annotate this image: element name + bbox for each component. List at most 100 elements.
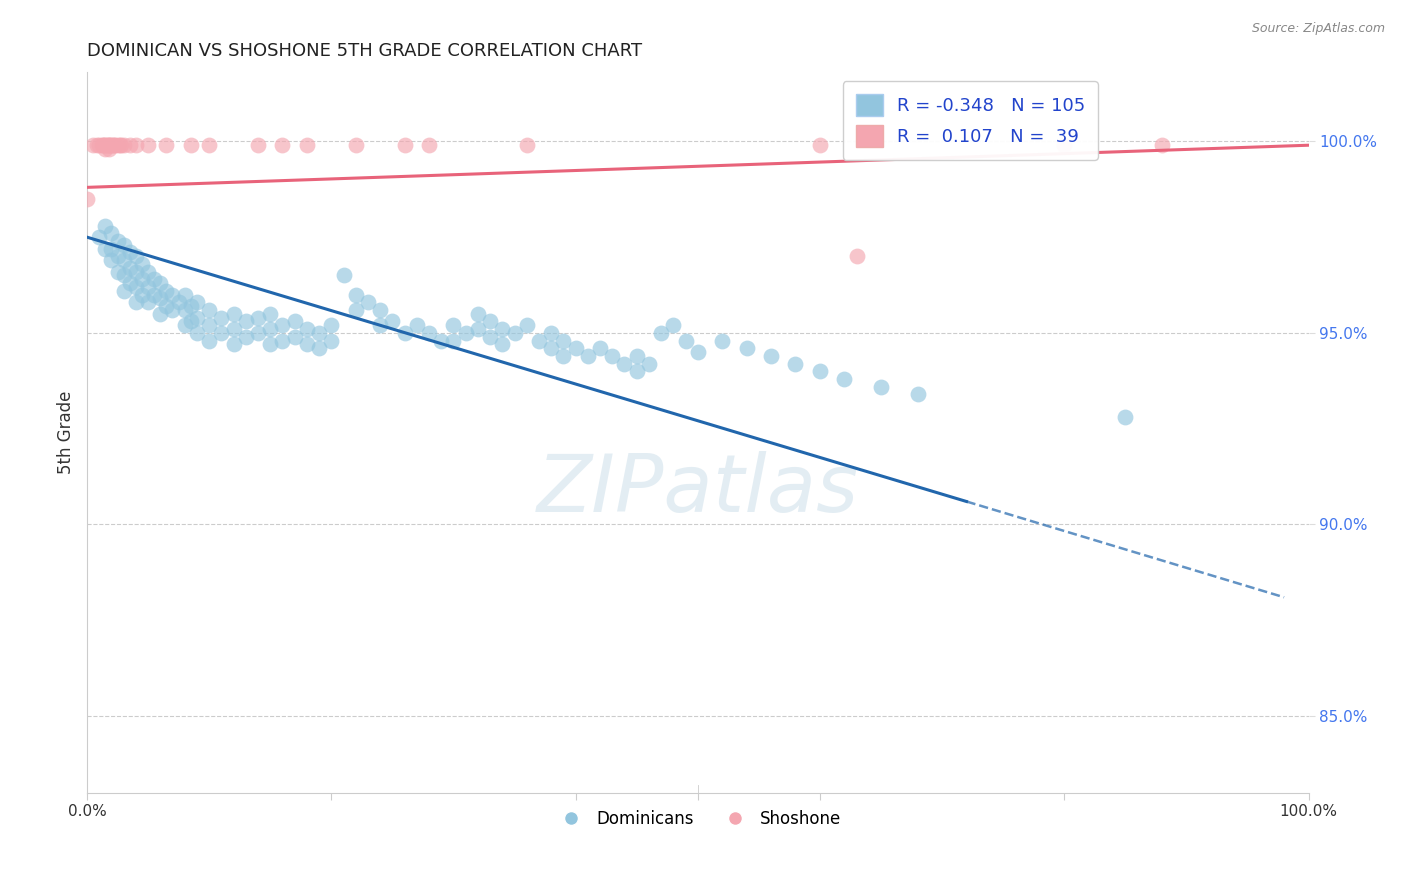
Point xyxy=(100,138,122,153)
Point xyxy=(308,326,330,340)
Point xyxy=(344,138,367,153)
Point xyxy=(100,227,122,241)
Point xyxy=(344,302,367,317)
Point xyxy=(332,268,354,283)
Point xyxy=(107,249,129,263)
Point xyxy=(662,318,685,333)
Point xyxy=(91,138,114,153)
Point xyxy=(173,287,195,301)
Point xyxy=(101,138,124,153)
Point xyxy=(675,334,697,348)
Point xyxy=(162,287,184,301)
Point xyxy=(259,322,281,336)
Point xyxy=(90,138,112,153)
Y-axis label: 5th Grade: 5th Grade xyxy=(58,391,75,475)
Point xyxy=(735,341,758,355)
Point xyxy=(180,299,202,313)
Point xyxy=(479,330,502,344)
Point xyxy=(118,138,141,153)
Point xyxy=(1150,138,1173,153)
Point xyxy=(686,345,709,359)
Point xyxy=(834,372,856,386)
Point xyxy=(100,253,122,268)
Point xyxy=(198,318,221,333)
Point xyxy=(295,337,318,351)
Point xyxy=(180,314,202,328)
Point xyxy=(381,314,404,328)
Point xyxy=(125,265,148,279)
Point xyxy=(107,234,129,248)
Point xyxy=(155,138,177,153)
Point xyxy=(1053,138,1076,153)
Point xyxy=(271,318,294,333)
Point xyxy=(308,341,330,355)
Point xyxy=(321,334,343,348)
Point xyxy=(209,326,232,340)
Point xyxy=(108,138,131,153)
Point xyxy=(186,326,208,340)
Point xyxy=(110,138,132,153)
Point xyxy=(600,349,623,363)
Point xyxy=(198,138,221,153)
Point xyxy=(222,307,245,321)
Point xyxy=(143,272,166,286)
Point xyxy=(125,138,148,153)
Point xyxy=(845,249,868,263)
Point xyxy=(626,349,648,363)
Point xyxy=(125,280,148,294)
Point xyxy=(104,138,127,153)
Point xyxy=(198,302,221,317)
Point xyxy=(626,364,648,378)
Point xyxy=(94,138,117,153)
Point xyxy=(131,272,153,286)
Point xyxy=(271,334,294,348)
Point xyxy=(94,219,117,233)
Point xyxy=(394,138,416,153)
Point xyxy=(368,318,391,333)
Point xyxy=(246,138,269,153)
Point xyxy=(284,330,307,344)
Point xyxy=(785,357,807,371)
Point xyxy=(564,341,586,355)
Point xyxy=(467,322,489,336)
Point xyxy=(491,337,513,351)
Point xyxy=(112,138,135,153)
Point xyxy=(107,138,129,153)
Point xyxy=(443,318,465,333)
Point xyxy=(155,299,177,313)
Point xyxy=(553,349,575,363)
Point xyxy=(112,268,135,283)
Point xyxy=(162,302,184,317)
Point xyxy=(430,334,453,348)
Point xyxy=(198,334,221,348)
Point xyxy=(222,337,245,351)
Point xyxy=(540,341,562,355)
Point xyxy=(418,326,440,340)
Point xyxy=(540,326,562,340)
Point xyxy=(149,307,172,321)
Point xyxy=(553,334,575,348)
Point xyxy=(394,326,416,340)
Point xyxy=(443,334,465,348)
Point xyxy=(76,192,98,206)
Point xyxy=(125,249,148,263)
Text: ZIPatlas: ZIPatlas xyxy=(537,451,859,529)
Point xyxy=(112,284,135,298)
Point xyxy=(613,357,636,371)
Point xyxy=(321,318,343,333)
Point xyxy=(96,138,118,153)
Point xyxy=(284,314,307,328)
Point xyxy=(870,379,893,393)
Point xyxy=(136,138,159,153)
Point xyxy=(357,295,380,310)
Point xyxy=(491,322,513,336)
Point xyxy=(259,337,281,351)
Point xyxy=(467,307,489,321)
Point xyxy=(143,287,166,301)
Point xyxy=(259,307,281,321)
Point xyxy=(118,276,141,290)
Point xyxy=(180,138,202,153)
Point xyxy=(418,138,440,153)
Point xyxy=(89,230,111,244)
Point xyxy=(173,302,195,317)
